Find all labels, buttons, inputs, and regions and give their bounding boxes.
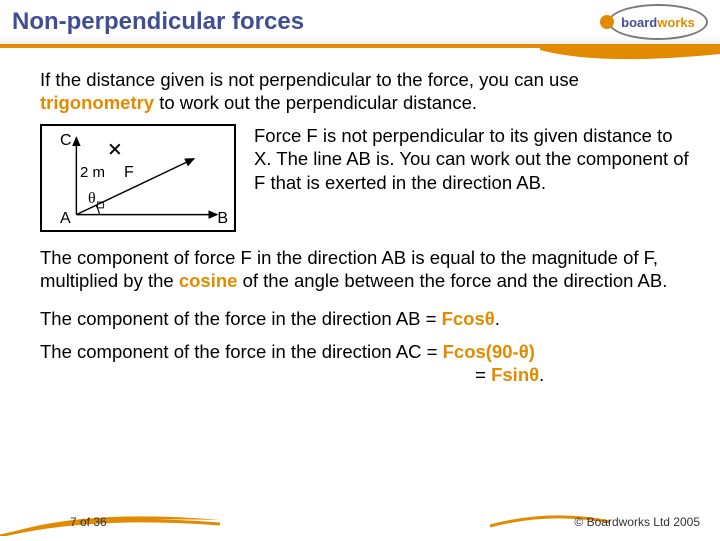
logo-dot-icon xyxy=(600,15,614,29)
p2-cos: cosine xyxy=(179,270,238,291)
page-number: 7 of 36 xyxy=(70,515,107,529)
lbl-F: F xyxy=(124,164,134,182)
p3-f: Fcosθ xyxy=(442,308,495,329)
lbl-theta: θ xyxy=(88,190,96,208)
lbl-dist: 2 m xyxy=(80,164,105,181)
p3-b: . xyxy=(495,308,500,329)
para-4: The component of the force in the direct… xyxy=(40,340,692,386)
p3-a: The component of the force in the direct… xyxy=(40,308,442,329)
p1-trig: trigonometry xyxy=(40,92,154,113)
diagram-row: C A B 2 m F θ Force F is not perpendicul… xyxy=(40,124,692,232)
swoosh-top-icon xyxy=(540,48,720,68)
copyright: © Boardworks Ltd 2005 xyxy=(574,515,700,529)
p4-a: The component of the force in the direct… xyxy=(40,341,443,362)
logo-oval: boardworks xyxy=(608,4,708,40)
para-2: The component of force F in the directio… xyxy=(40,246,692,292)
p4-f2: Fsinθ xyxy=(491,364,539,385)
p4-b: . xyxy=(539,364,544,385)
para-3: The component of the force in the direct… xyxy=(40,307,692,330)
p1-a: If the distance given is not perpendicul… xyxy=(40,69,579,90)
p1-b: to work out the perpendicular distance. xyxy=(154,92,477,113)
p2-b: of the angle between the force and the d… xyxy=(237,270,667,291)
lbl-C: C xyxy=(60,132,72,150)
lbl-B: B xyxy=(217,210,228,228)
para-1: If the distance given is not perpendicul… xyxy=(40,68,692,114)
titlebar: Non-perpendicular forces boardworks xyxy=(0,0,720,48)
logo: boardworks xyxy=(600,4,708,40)
page-title: Non-perpendicular forces xyxy=(12,8,304,36)
p4-eq: = xyxy=(470,364,491,385)
force-diagram: C A B 2 m F θ xyxy=(40,124,236,232)
p4-f1: Fcos(90-θ) xyxy=(443,341,535,362)
lbl-A: A xyxy=(60,210,71,228)
logo-board: board xyxy=(621,15,657,30)
content: If the distance given is not perpendicul… xyxy=(0,48,720,386)
logo-works: works xyxy=(657,15,695,30)
footer: 7 of 36 © Boardworks Ltd 2005 xyxy=(0,504,720,540)
para-right: Force F is not perpendicular to its give… xyxy=(254,124,692,193)
